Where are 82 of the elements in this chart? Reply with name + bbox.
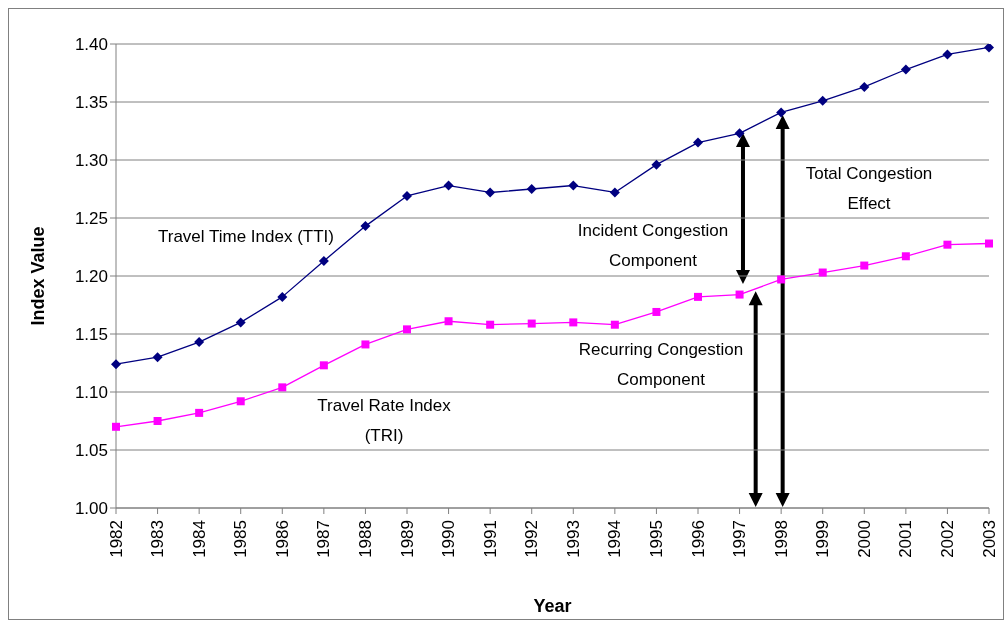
point <box>152 352 163 363</box>
point <box>901 252 910 261</box>
point <box>485 187 496 198</box>
x-tick-label: 1994 <box>605 520 625 558</box>
point <box>360 221 371 232</box>
y-tick-label: 1.05 <box>74 441 108 461</box>
point <box>194 337 205 348</box>
point <box>942 49 953 60</box>
point <box>900 64 911 75</box>
point <box>235 317 246 328</box>
point <box>402 190 412 201</box>
point <box>486 320 495 329</box>
x-tick-label: 1984 <box>189 520 209 558</box>
x-tick-label: 1996 <box>688 520 708 558</box>
point <box>860 261 869 270</box>
x-tick-label: 2002 <box>937 520 957 558</box>
y-axis-title: Index Value <box>28 226 49 326</box>
point <box>818 268 827 277</box>
y-tick-label: 1.00 <box>74 499 108 519</box>
point <box>859 81 870 92</box>
x-tick-label: 1982 <box>106 520 126 558</box>
x-tick-label: 2003 <box>979 520 999 558</box>
x-tick-label: 1987 <box>314 520 334 558</box>
x-tick-label: 1997 <box>730 520 750 558</box>
point <box>278 383 287 392</box>
point <box>817 95 828 106</box>
point <box>403 325 411 334</box>
point <box>693 137 703 148</box>
point <box>694 292 702 301</box>
x-tick-label: 1990 <box>439 520 459 558</box>
x-tick-label: 2001 <box>896 520 916 558</box>
point <box>153 417 162 425</box>
series-label: Travel Time Index (TTI) <box>157 226 335 248</box>
y-tick-label: 1.20 <box>74 267 108 287</box>
point <box>111 359 121 370</box>
annotation: Total Congestion Effect <box>804 163 934 215</box>
point <box>777 275 786 284</box>
point <box>776 107 787 118</box>
point <box>318 255 329 266</box>
y-tick-label: 1.30 <box>74 151 108 171</box>
point <box>984 44 994 53</box>
point <box>195 408 204 417</box>
y-tick-label: 1.40 <box>74 35 108 55</box>
point <box>651 159 662 170</box>
point <box>236 397 245 406</box>
x-tick-label: 1995 <box>646 520 666 558</box>
x-tick-label: 1992 <box>522 520 542 558</box>
x-tick-label: 1985 <box>231 520 251 558</box>
point <box>652 307 661 316</box>
point <box>985 239 993 248</box>
point <box>319 361 328 370</box>
point <box>277 291 288 302</box>
point <box>112 422 120 431</box>
series-label: Travel Rate Index (TRI) <box>316 395 452 447</box>
y-tick-label: 1.25 <box>74 209 108 229</box>
x-tick-label: 1993 <box>563 520 583 558</box>
point <box>610 320 619 329</box>
y-tick-label: 1.10 <box>74 383 108 403</box>
x-tick-label: 1999 <box>813 520 833 558</box>
y-tick-label: 1.15 <box>74 325 108 345</box>
point <box>443 180 454 191</box>
point <box>943 240 952 249</box>
annotation: Recurring Congestion Component <box>577 339 745 391</box>
x-tick-label: 1983 <box>148 520 168 558</box>
x-axis-title: Year <box>533 596 572 616</box>
point <box>526 184 537 194</box>
point <box>734 128 745 139</box>
annotation: Incident Congestion Component <box>576 220 730 272</box>
x-tick-label: 1989 <box>397 520 417 558</box>
point <box>444 317 453 326</box>
point <box>568 180 579 191</box>
point <box>527 319 536 328</box>
point <box>735 290 744 299</box>
x-tick-label: 1986 <box>272 520 292 558</box>
y-tick-label: 1.35 <box>74 93 108 113</box>
x-tick-label: 1998 <box>771 520 791 558</box>
x-tick-label: 2000 <box>854 520 874 558</box>
point <box>609 187 620 198</box>
point <box>361 340 370 349</box>
point <box>569 318 578 327</box>
x-tick-label: 1988 <box>355 520 375 558</box>
x-tick-label: 1991 <box>480 520 500 558</box>
